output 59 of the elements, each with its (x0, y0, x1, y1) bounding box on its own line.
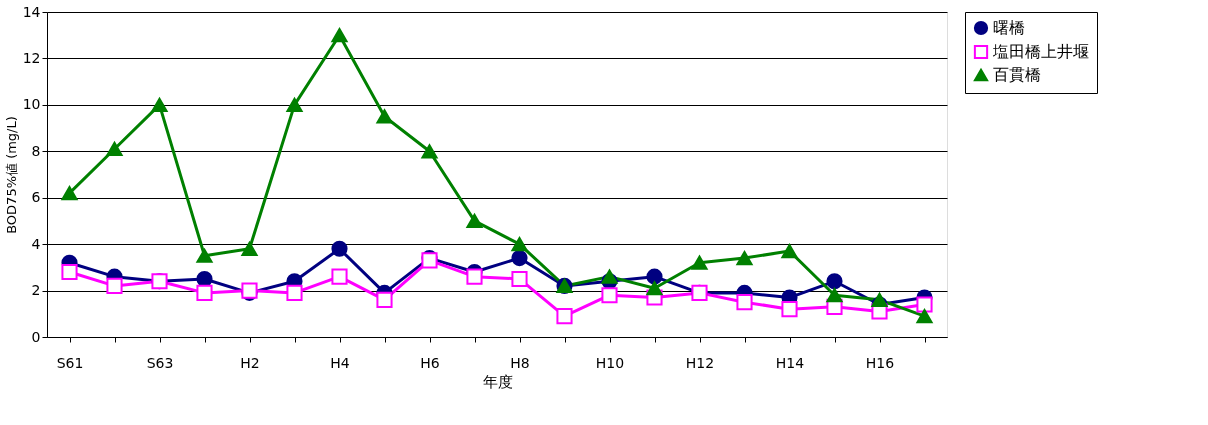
point (781, 243, 798, 259)
point (826, 273, 843, 290)
point (601, 269, 618, 284)
x-tick-label: H2 (240, 354, 260, 371)
y-tick-label: 10 (22, 96, 41, 113)
point (241, 241, 258, 256)
point (511, 250, 528, 267)
point (556, 308, 573, 325)
point (871, 292, 888, 307)
point (376, 291, 393, 308)
point (421, 144, 438, 159)
y-tick-label: 4 (31, 235, 41, 252)
point (466, 213, 483, 229)
point (646, 281, 663, 296)
x-tick-label: H14 (775, 354, 805, 371)
legend-label: 塩田橋上井堰 (992, 42, 1089, 61)
point (331, 240, 348, 257)
point (916, 296, 933, 313)
y-axis-title: BOD75%値 (mg/L) (3, 116, 19, 234)
point (196, 248, 213, 263)
x-axis-title: 年度 (482, 372, 513, 391)
point (646, 268, 663, 285)
x-tick-label: S61 (56, 354, 84, 371)
x-tick-label: H12 (685, 354, 715, 371)
point (331, 28, 348, 43)
point (781, 301, 798, 318)
legend-label: 百貫橋 (993, 65, 1041, 84)
point (601, 287, 618, 304)
x-tick-label: H8 (510, 354, 530, 371)
point (106, 141, 123, 157)
point (196, 284, 213, 301)
point (511, 270, 528, 288)
point (736, 294, 753, 311)
y-tick-label: 8 (31, 142, 41, 159)
point (736, 250, 753, 266)
point (61, 185, 78, 201)
x-tick-label: H6 (420, 354, 440, 371)
point (916, 308, 933, 324)
point (61, 263, 78, 281)
point (286, 97, 303, 112)
y-tick-label: 0 (31, 328, 41, 345)
x-tick-label: H10 (595, 354, 625, 371)
y-tick-label: 2 (31, 282, 41, 299)
y-tick-label: 12 (22, 49, 41, 66)
legend-label: 曙橋 (993, 18, 1025, 37)
point (466, 268, 483, 285)
point (691, 255, 708, 270)
x-tick-label: H4 (330, 354, 350, 371)
point (511, 237, 528, 252)
point (286, 284, 303, 301)
y-tick-label: 14 (22, 3, 41, 20)
point (331, 268, 348, 285)
point (826, 288, 843, 303)
point (106, 277, 123, 294)
y-tick-label: 6 (31, 189, 41, 206)
x-tick-label: S63 (146, 354, 174, 371)
point (376, 109, 393, 124)
point (151, 97, 168, 112)
x-tick-label: H16 (865, 354, 895, 371)
